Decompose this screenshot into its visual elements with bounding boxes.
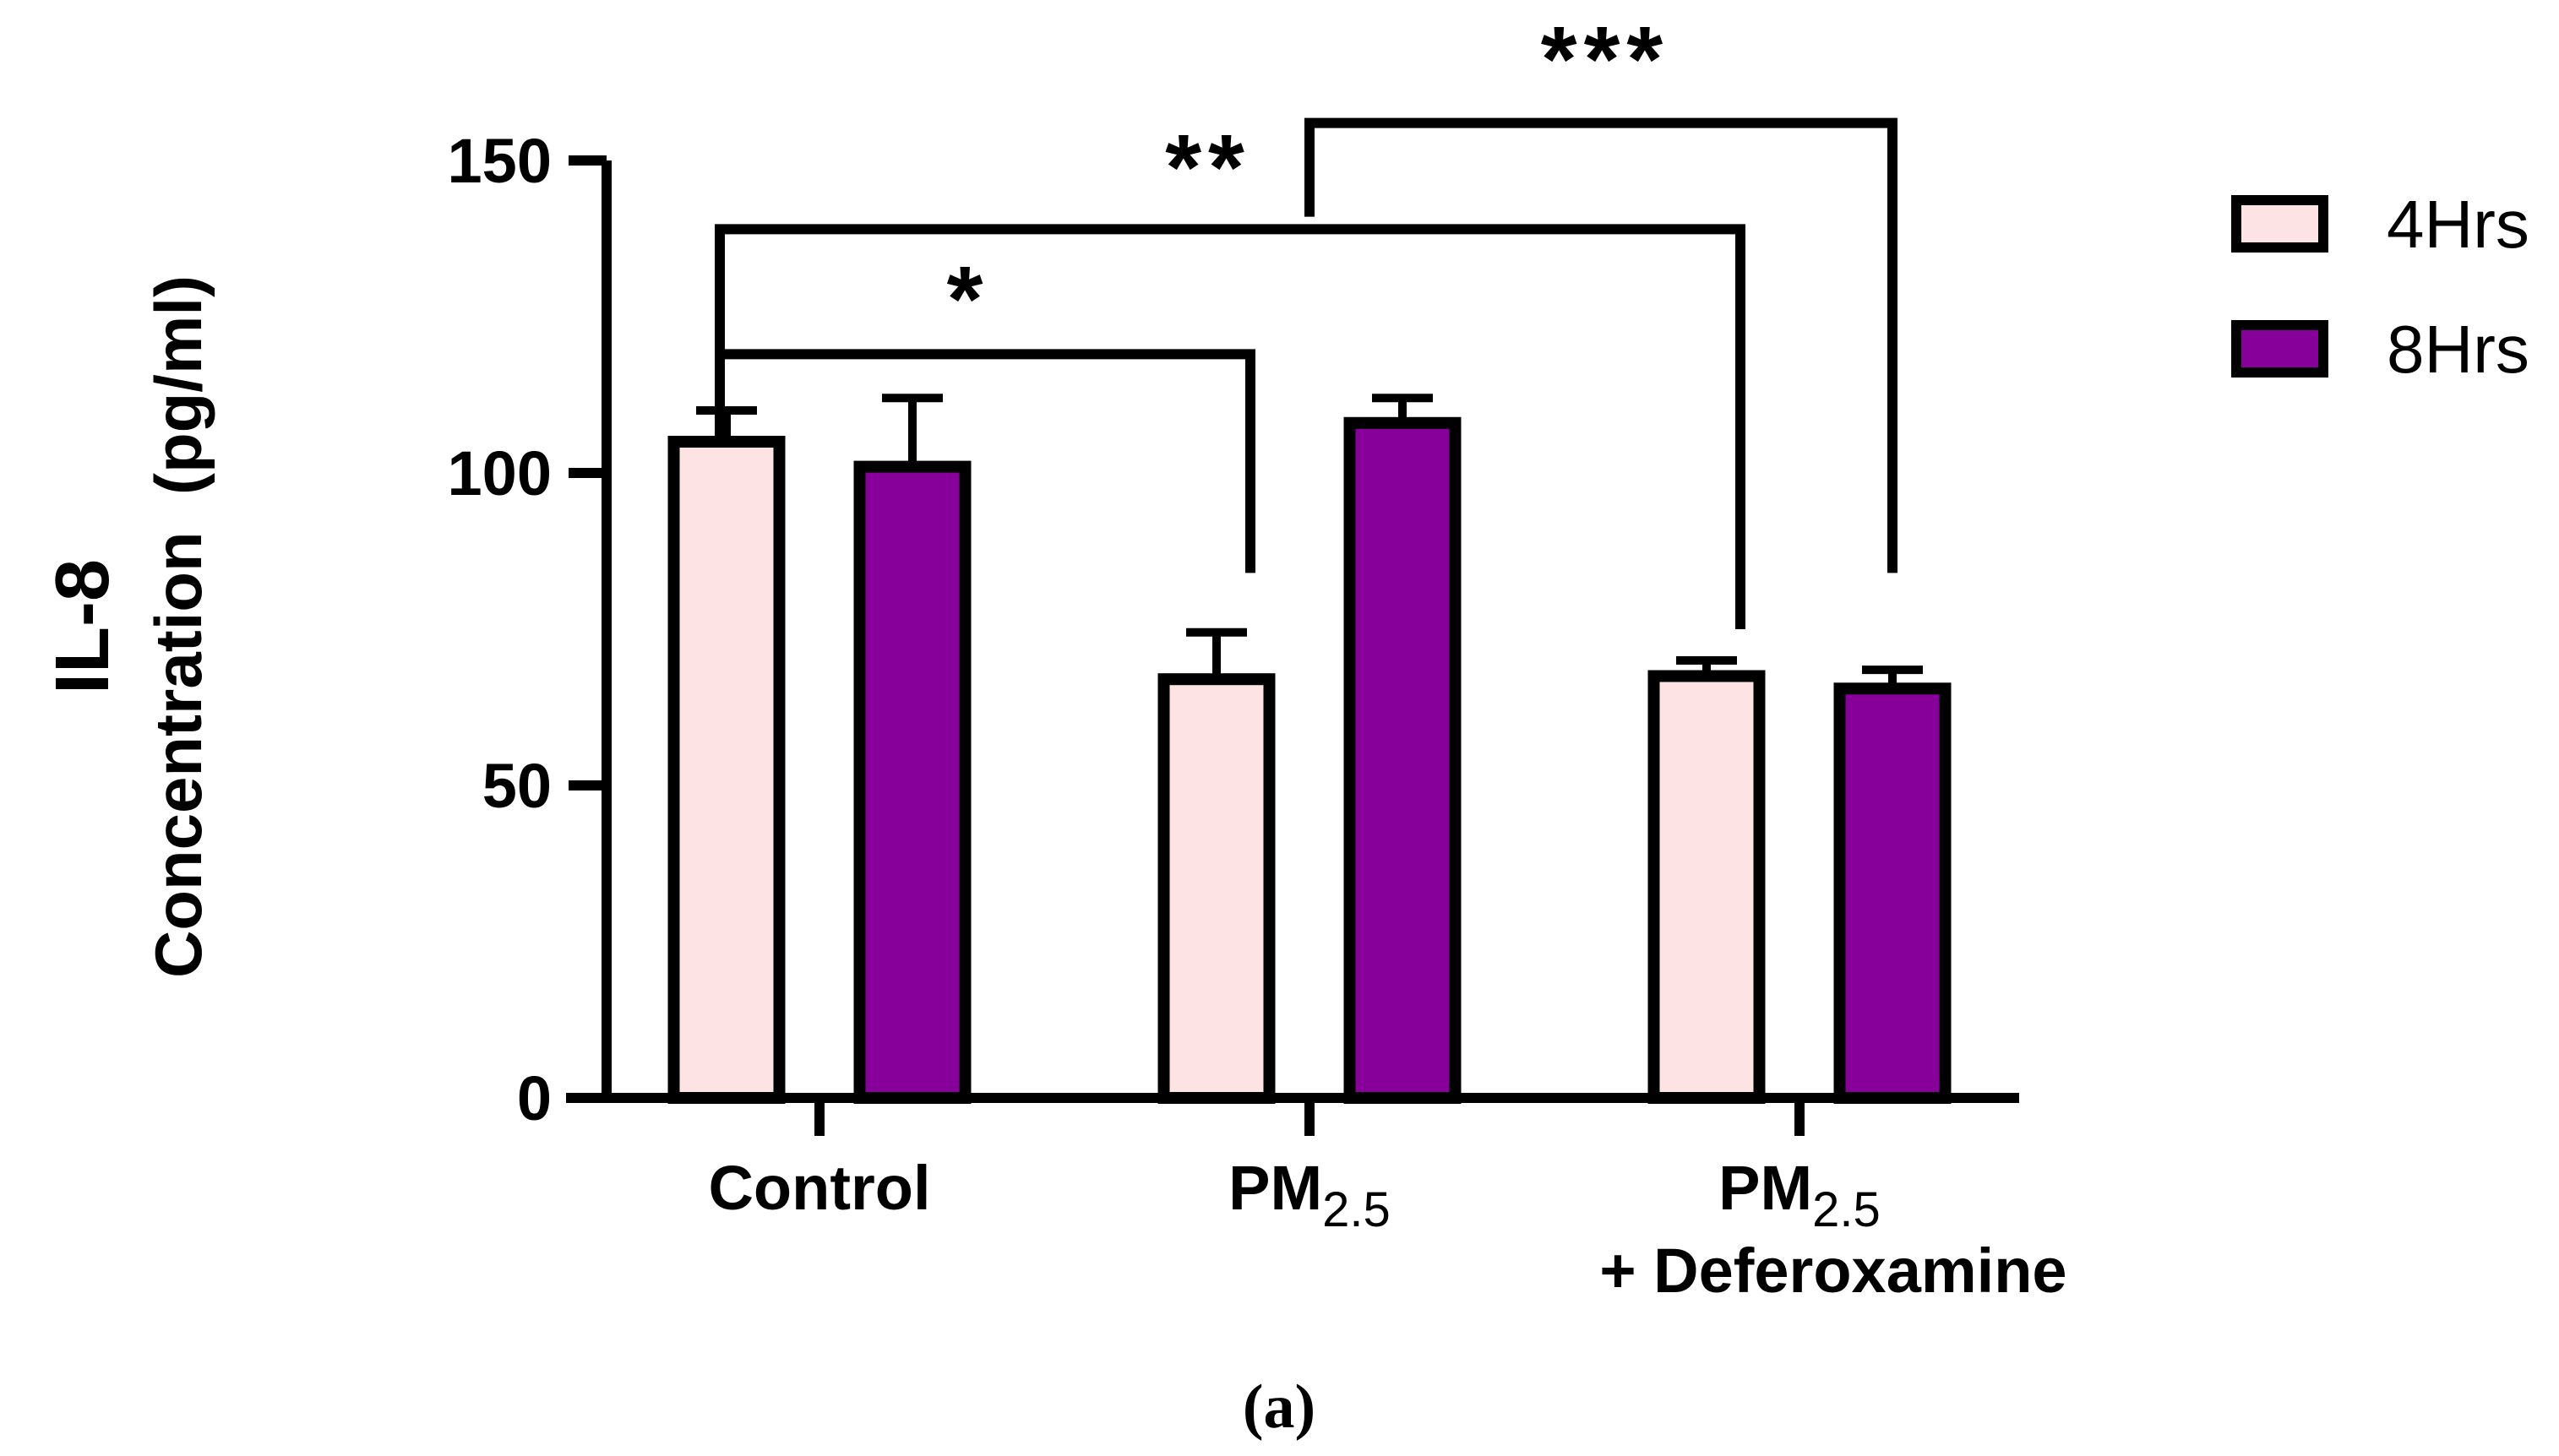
y-axis-title: IL-8 (41, 559, 125, 694)
x-tick-label: PM2.5 (1718, 1153, 1881, 1237)
y-tick-label: 50 (482, 751, 552, 821)
significance-bracket-2 (715, 224, 1745, 629)
x-tick-label-line2: + Deferoxamine (1599, 1236, 2066, 1306)
significance-bracket-3 (1304, 117, 1897, 573)
bar-4Hrs-2 (1647, 670, 1766, 1104)
bar-8Hrs-1 (1343, 416, 1462, 1104)
y-axis-subtitle: Concentration (pg/ml) (141, 275, 215, 978)
y-tick-label: 100 (448, 438, 552, 508)
significance-label-2: ** (1165, 116, 1251, 220)
significance-bracket-1 (715, 349, 1255, 573)
bar-8Hrs-2 (1833, 682, 1952, 1104)
significance-label-1: * (947, 247, 990, 351)
legend-swatch-8Hrs (2231, 320, 2328, 378)
legend-label-8Hrs: 8Hrs (2387, 312, 2529, 387)
bar-4Hrs-1 (1157, 673, 1276, 1104)
x-tick-label: PM2.5 (1228, 1153, 1391, 1237)
bar-8Hrs-0 (853, 460, 972, 1104)
legend-swatch-4Hrs (2231, 195, 2328, 253)
legend-label-4Hrs: 4Hrs (2387, 187, 2529, 262)
significance-label-3: *** (1541, 8, 1669, 111)
figure-caption: (a) (1243, 1372, 1315, 1442)
y-tick-label: 0 (517, 1063, 552, 1133)
x-tick-label: Control (708, 1153, 930, 1223)
bar-4Hrs-0 (667, 436, 786, 1104)
y-tick-label: 150 (448, 126, 552, 196)
